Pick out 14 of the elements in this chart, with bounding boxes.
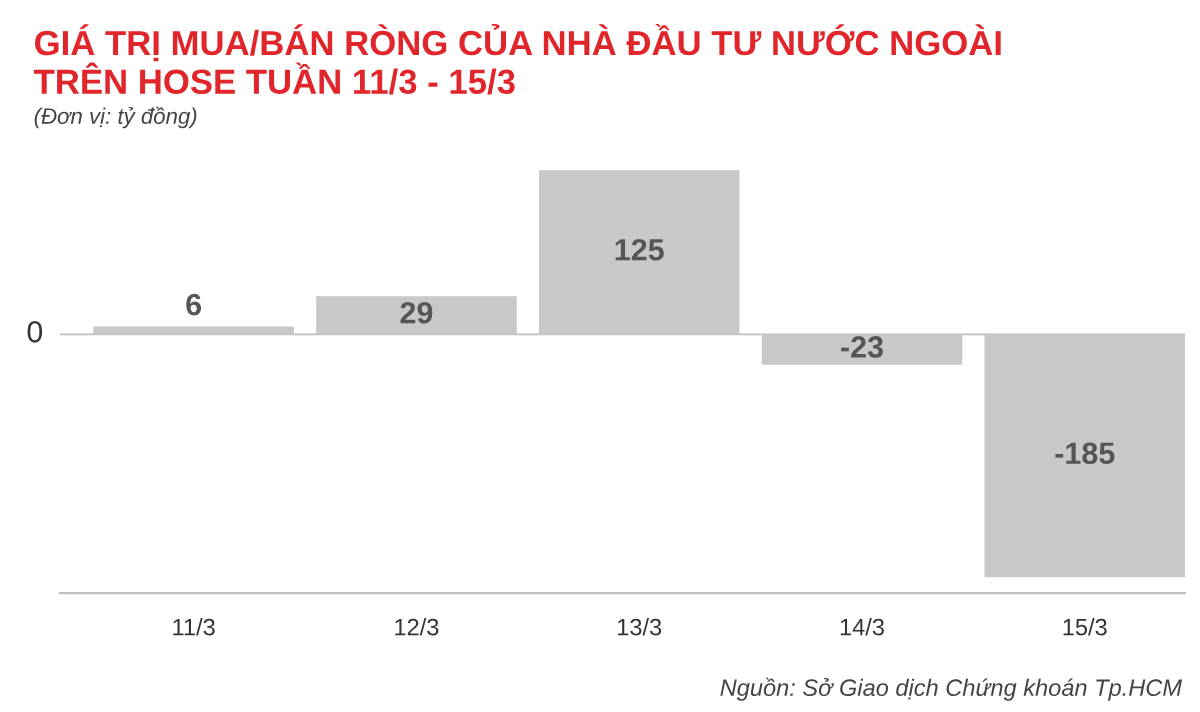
x-tick-label: 14/3 xyxy=(840,618,884,636)
data-label: -23 xyxy=(841,336,883,358)
data-label: -185 xyxy=(1055,442,1115,465)
chart-title: GIÁ TRỊ MUA/BÁN RÒNG CỦA NHÀ ĐẦU TƯ NƯỚC NGOÀI TRÊN HOSE TUẦN 11/3 - 15/3 xyxy=(33,23,1001,95)
text: Nguồn: Sở Giao dịch Chứng khoán Tp.HCM xyxy=(720,677,1183,701)
x-tick-label: 13/3 xyxy=(618,618,662,636)
x-tick-label: 11/3 xyxy=(173,618,215,636)
chart-subtitle: (Đơn vị: tỷ đồng) xyxy=(34,106,197,129)
data-label: 29 xyxy=(400,301,433,324)
x-tick-label: 15/3 xyxy=(1063,618,1107,636)
data-label: 6 xyxy=(186,293,202,316)
data-label: 125 xyxy=(615,238,664,261)
ref-line-label: 0 xyxy=(27,321,43,343)
x-tick-label: 12/3 xyxy=(395,618,439,636)
